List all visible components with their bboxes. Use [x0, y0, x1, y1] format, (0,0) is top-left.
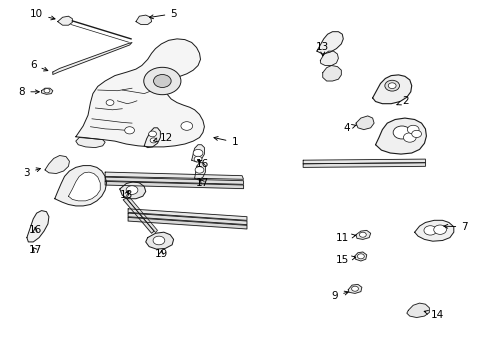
- Text: 2: 2: [396, 96, 408, 106]
- Circle shape: [351, 286, 358, 291]
- Polygon shape: [55, 166, 106, 206]
- Polygon shape: [41, 88, 53, 94]
- Polygon shape: [355, 230, 370, 239]
- Polygon shape: [406, 303, 428, 318]
- Polygon shape: [68, 172, 100, 201]
- Circle shape: [181, 122, 192, 130]
- Circle shape: [124, 127, 134, 134]
- Text: 6: 6: [30, 60, 48, 71]
- Text: 11: 11: [335, 233, 355, 243]
- Circle shape: [357, 254, 364, 259]
- Circle shape: [411, 130, 421, 138]
- Text: 3: 3: [23, 168, 41, 178]
- Polygon shape: [355, 116, 373, 130]
- Text: 10: 10: [30, 9, 55, 20]
- Polygon shape: [105, 181, 243, 189]
- Text: 14: 14: [423, 310, 444, 320]
- Polygon shape: [316, 32, 343, 54]
- Circle shape: [126, 186, 138, 194]
- Polygon shape: [45, 156, 69, 174]
- Circle shape: [392, 126, 410, 139]
- Circle shape: [148, 131, 156, 137]
- Circle shape: [153, 236, 164, 245]
- Polygon shape: [105, 172, 243, 179]
- Polygon shape: [320, 51, 338, 66]
- Circle shape: [359, 232, 366, 237]
- Circle shape: [194, 156, 202, 162]
- Polygon shape: [322, 66, 341, 81]
- Polygon shape: [105, 177, 243, 184]
- Polygon shape: [53, 42, 132, 75]
- Text: 7: 7: [443, 222, 467, 232]
- Polygon shape: [372, 75, 411, 104]
- Circle shape: [153, 75, 171, 87]
- Circle shape: [193, 149, 203, 157]
- Polygon shape: [76, 39, 204, 147]
- Polygon shape: [347, 284, 361, 293]
- Circle shape: [150, 138, 157, 143]
- Polygon shape: [128, 217, 246, 229]
- Text: 8: 8: [19, 87, 39, 97]
- Circle shape: [403, 133, 415, 142]
- Polygon shape: [123, 198, 154, 233]
- Text: 1: 1: [214, 136, 238, 147]
- Text: 5: 5: [149, 9, 177, 19]
- Circle shape: [433, 225, 446, 234]
- Circle shape: [384, 80, 399, 91]
- Polygon shape: [194, 163, 205, 180]
- Circle shape: [44, 89, 50, 93]
- Polygon shape: [303, 163, 425, 167]
- Text: 18: 18: [119, 190, 133, 200]
- Polygon shape: [414, 220, 453, 241]
- Circle shape: [106, 100, 114, 105]
- Polygon shape: [375, 118, 426, 154]
- Text: 19: 19: [154, 249, 168, 259]
- Polygon shape: [128, 213, 246, 225]
- Text: 16: 16: [196, 159, 209, 169]
- Polygon shape: [127, 197, 157, 233]
- Polygon shape: [354, 252, 366, 261]
- Text: 4: 4: [343, 123, 355, 133]
- Text: 9: 9: [331, 291, 348, 301]
- Text: 15: 15: [335, 255, 355, 265]
- Polygon shape: [76, 138, 105, 148]
- Circle shape: [143, 67, 181, 95]
- Polygon shape: [136, 15, 151, 24]
- Text: 17: 17: [196, 178, 209, 188]
- Text: 16: 16: [28, 225, 42, 235]
- Polygon shape: [58, 16, 72, 25]
- Polygon shape: [303, 159, 425, 164]
- Text: 13: 13: [315, 42, 329, 56]
- Polygon shape: [145, 232, 173, 249]
- Polygon shape: [120, 182, 145, 199]
- Polygon shape: [128, 209, 246, 220]
- Circle shape: [407, 125, 418, 134]
- Text: 17: 17: [28, 245, 42, 255]
- Text: 12: 12: [153, 132, 173, 143]
- Circle shape: [423, 226, 436, 235]
- Polygon shape: [27, 211, 49, 242]
- Circle shape: [195, 167, 203, 173]
- Polygon shape: [144, 128, 160, 148]
- Circle shape: [387, 83, 395, 89]
- Polygon shape: [191, 145, 204, 162]
